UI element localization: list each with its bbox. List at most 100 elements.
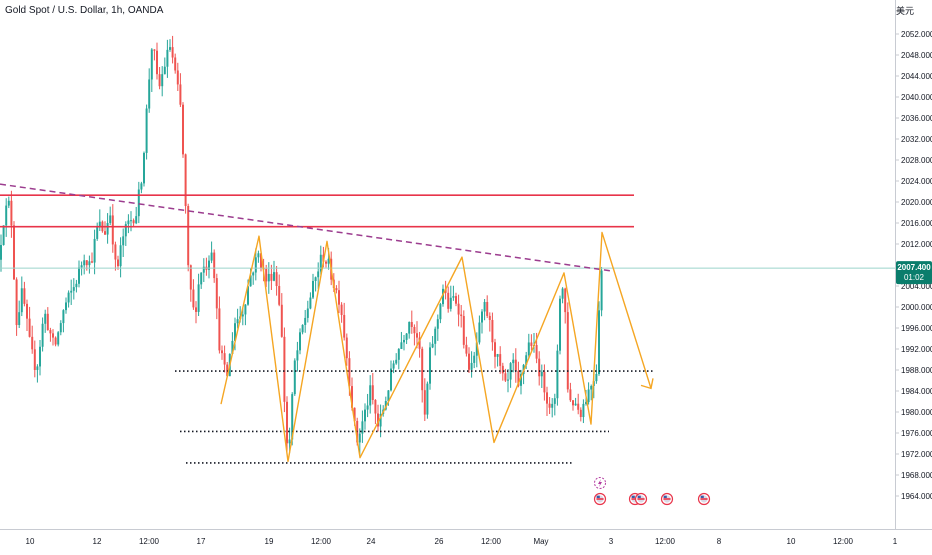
- candle-body: [343, 314, 346, 338]
- candle-body: [156, 50, 158, 75]
- price-tick-label: 1984.000: [901, 387, 932, 396]
- candle-body: [127, 220, 130, 225]
- candle-body: [270, 273, 273, 281]
- price-tick-label: 2000.000: [901, 303, 932, 312]
- drawings: [0, 183, 895, 464]
- candle-body: [325, 261, 327, 264]
- candle-body: [595, 374, 598, 382]
- candle-body: [75, 283, 78, 288]
- candle-body: [416, 333, 418, 338]
- candle-body: [499, 354, 502, 366]
- candle-body: [275, 272, 278, 287]
- candle-body: [405, 333, 408, 340]
- candle-body: [140, 183, 143, 190]
- candle-body: [319, 254, 322, 272]
- candle-body: [455, 296, 457, 304]
- candle-body: [299, 332, 301, 351]
- candle-body: [598, 310, 600, 375]
- candle-body: [543, 371, 546, 393]
- candle-body: [267, 273, 270, 282]
- time-scale[interactable]: 10 12 12:00 17 19 12:00 24 26 12:00 May 3 12:00 8 10 1…: [26, 537, 898, 546]
- candle-body: [494, 342, 496, 357]
- candle-body: [143, 152, 145, 184]
- candle-body: [501, 365, 504, 374]
- candle-body: [317, 271, 320, 278]
- candle-body: [527, 342, 530, 356]
- candle-body: [7, 200, 10, 206]
- candle-body: [291, 394, 294, 440]
- candle-body: [31, 336, 34, 350]
- candle-body: [390, 368, 392, 391]
- candle-body: [468, 353, 470, 370]
- candle-body: [572, 400, 574, 406]
- candle-body: [345, 337, 348, 359]
- candle-body: [174, 57, 177, 71]
- candle-body: [36, 366, 39, 370]
- candle-body: [293, 360, 296, 395]
- candle-body: [304, 317, 307, 325]
- candle-body: [442, 288, 444, 305]
- candle-body: [28, 318, 31, 337]
- candle-body: [486, 301, 489, 316]
- candle-body: [525, 355, 528, 365]
- candle-body: [462, 316, 465, 345]
- candle-body: [465, 344, 468, 354]
- time-tick-label: 10: [26, 537, 35, 546]
- candle-body: [20, 288, 23, 313]
- candle-body: [2, 225, 5, 245]
- time-tick-label: 10: [787, 537, 796, 546]
- candle-body: [364, 409, 366, 422]
- candle-body: [397, 348, 400, 360]
- time-tick-label: 24: [367, 537, 376, 546]
- time-tick-label: May: [533, 537, 548, 546]
- candle-body: [431, 343, 434, 348]
- candle-body: [210, 252, 213, 261]
- candle-body: [351, 386, 353, 408]
- price-tick-label: 1968.000: [901, 471, 932, 480]
- candle-body: [348, 358, 351, 387]
- candle-body: [286, 401, 288, 444]
- price-tick-label: 2044.000: [901, 72, 932, 81]
- candle-body: [371, 385, 374, 400]
- candle-body: [556, 350, 559, 399]
- price-tick-label: 2032.000: [901, 135, 932, 144]
- candle-body: [530, 342, 533, 346]
- candle-body: [23, 288, 26, 304]
- candle-body: [166, 49, 169, 67]
- candle-body: [353, 407, 356, 421]
- bolt-glyph: [598, 479, 602, 487]
- candle-body: [514, 359, 517, 371]
- candle-body: [410, 322, 413, 327]
- candle-body: [335, 288, 338, 291]
- price-tick-label: 1988.000: [901, 366, 932, 375]
- candle-body: [215, 278, 218, 309]
- flag-canton: [700, 495, 704, 498]
- candle-body: [374, 399, 377, 414]
- candle-body: [161, 74, 164, 87]
- time-tick-label: 12:00: [833, 537, 854, 546]
- candle-body: [78, 267, 80, 284]
- candle-body: [278, 286, 281, 305]
- candle-body: [236, 319, 239, 324]
- candle-body: [551, 403, 554, 408]
- currency-unit: 美元: [895, 7, 914, 17]
- candles: [0, 35, 603, 455]
- candle-body: [13, 225, 15, 280]
- candle-body: [457, 303, 460, 315]
- candle-body: [429, 347, 431, 384]
- candle-body: [418, 337, 421, 349]
- price-scale[interactable]: 2052.000 2048.000 2044.000 2040.000 2036.000…: [895, 30, 932, 501]
- candle-body: [10, 200, 13, 226]
- candle-body: [257, 253, 260, 258]
- candle-body: [109, 215, 112, 224]
- candle-body: [106, 223, 109, 235]
- candle-body: [546, 392, 548, 404]
- price-tick-label: 1976.000: [901, 429, 932, 438]
- last-price-badge: [896, 261, 932, 285]
- candle-body: [569, 389, 572, 401]
- candle-body: [195, 307, 197, 312]
- candle-body: [0, 244, 2, 260]
- candle-body: [273, 272, 275, 281]
